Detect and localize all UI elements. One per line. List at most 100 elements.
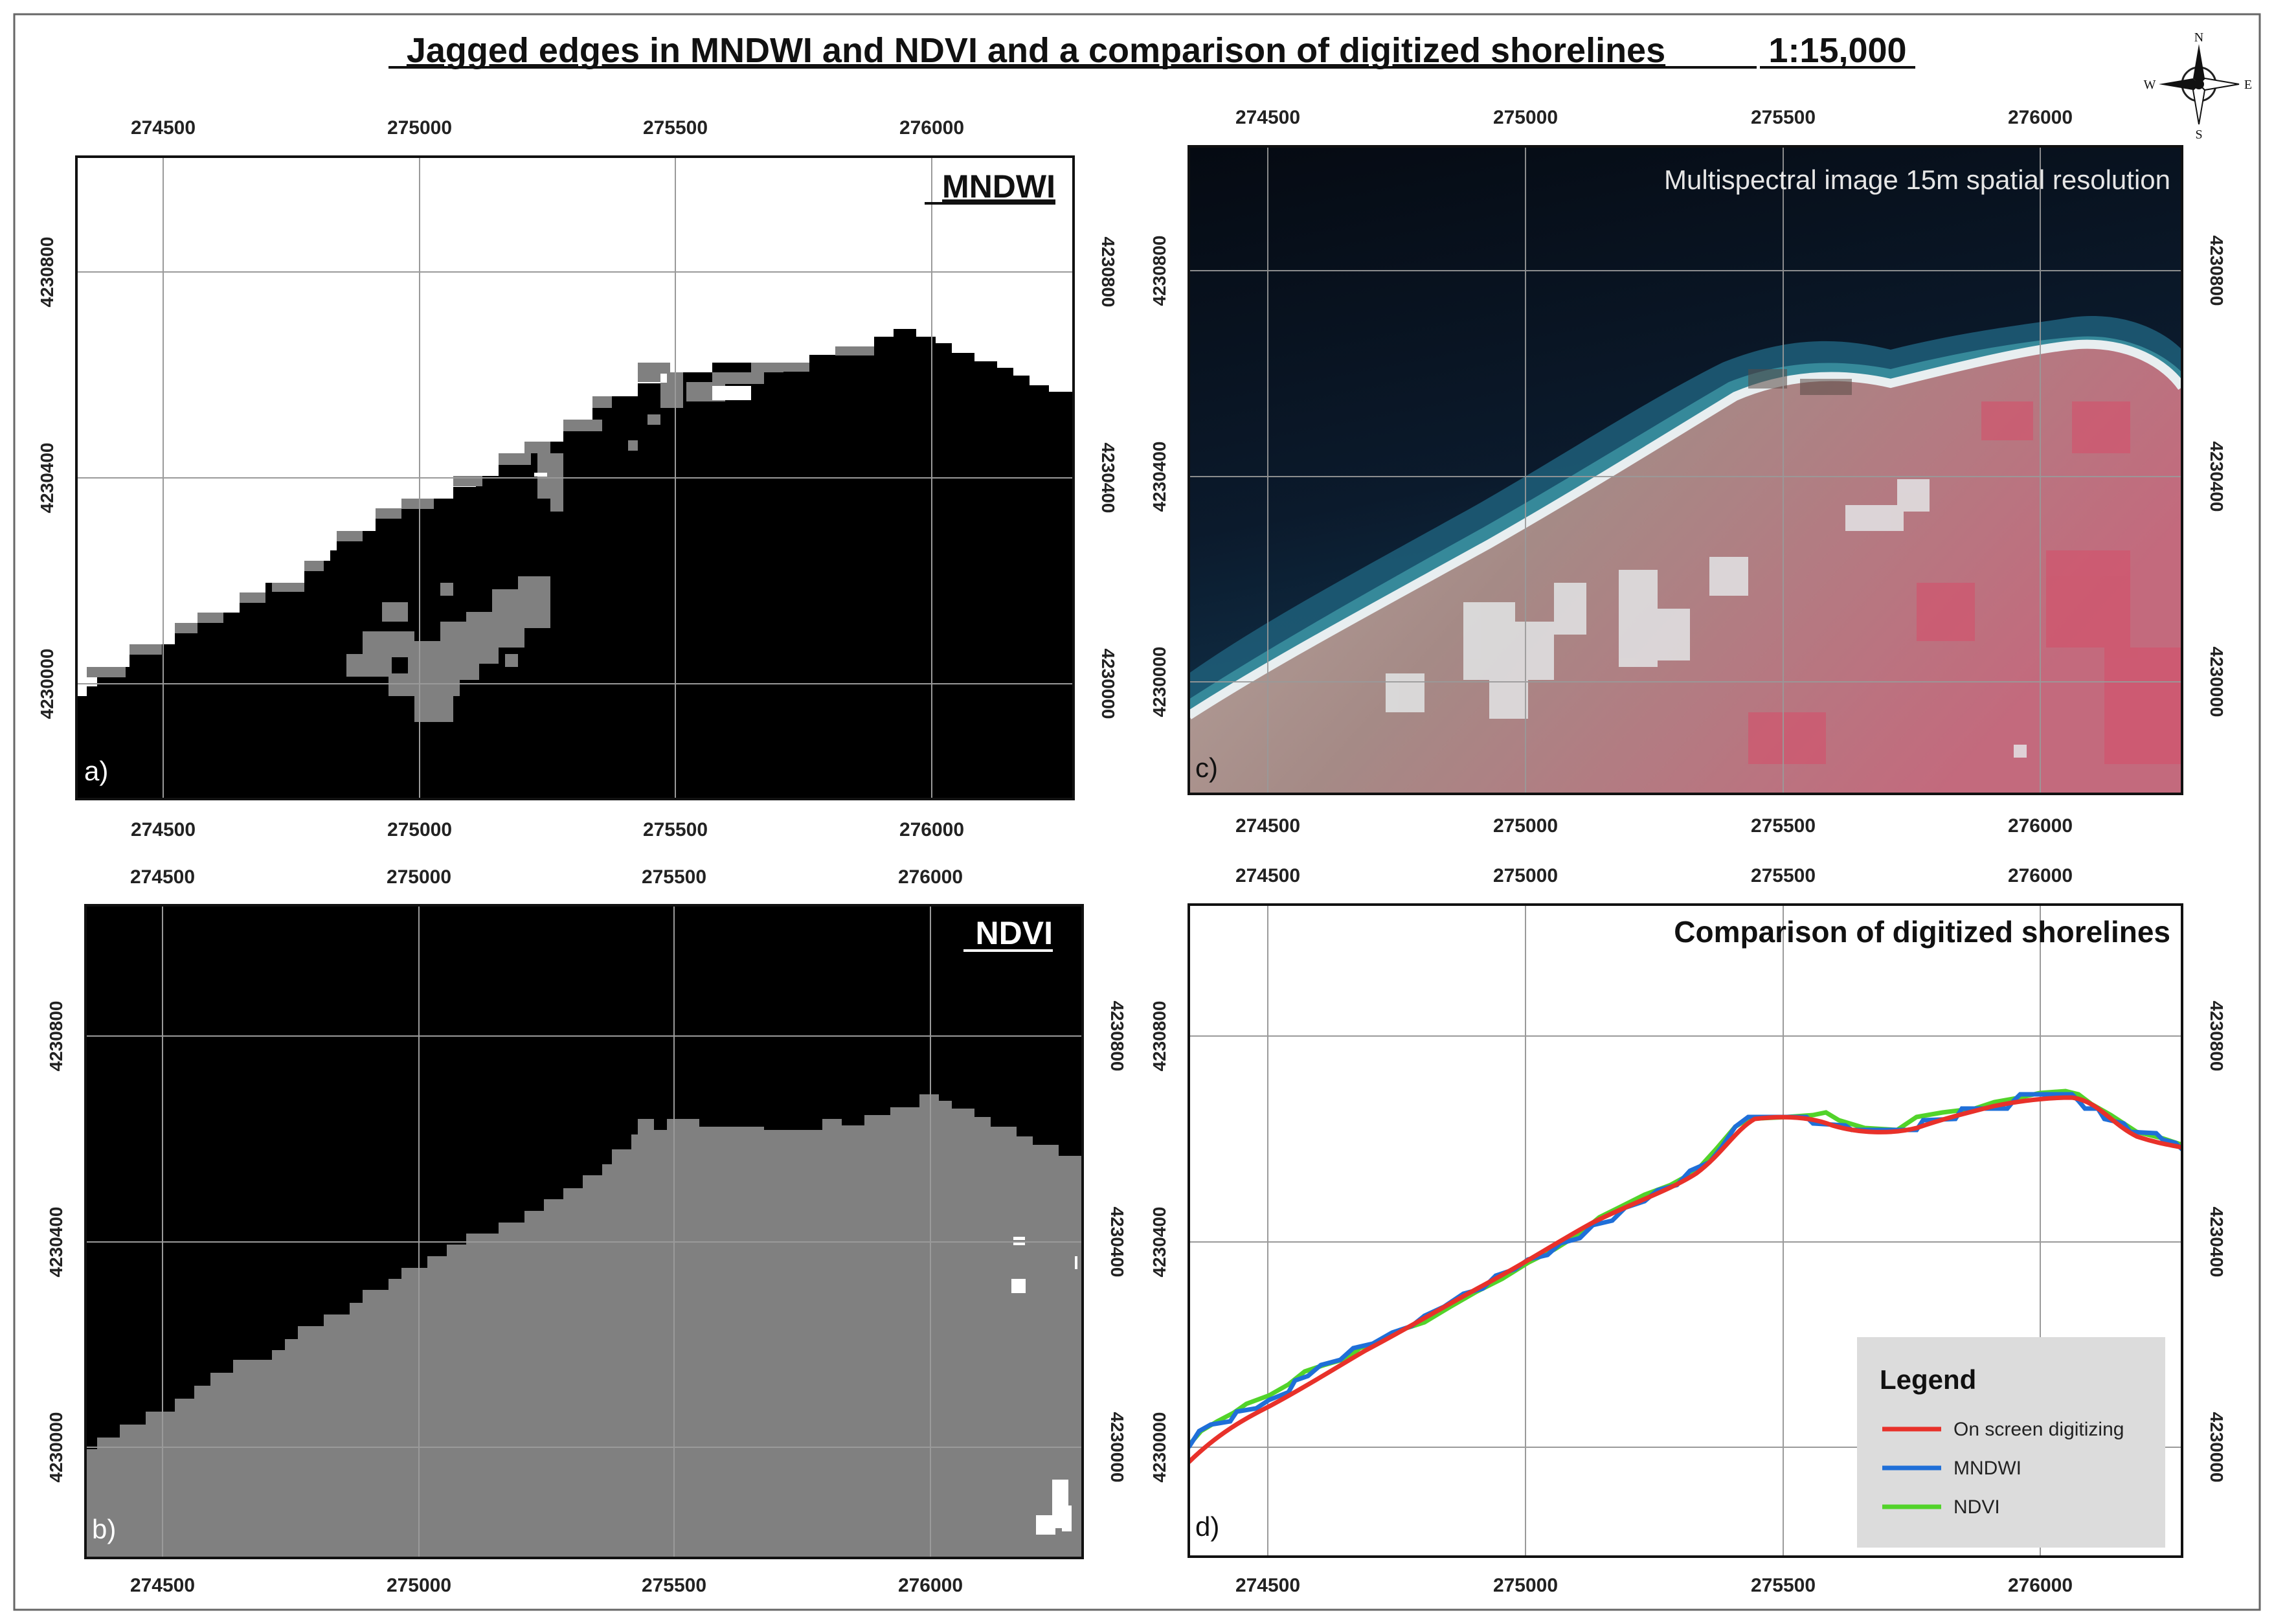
panel-a-mndwi: MNDWI a) 274500 275000 275500 276000 27450… [37, 117, 1118, 840]
legend-label-mndwi: MNDWI [1953, 1458, 2021, 1479]
svg-text:4230000: 4230000 [2207, 646, 2227, 717]
svg-text:275000: 275000 [1493, 865, 1558, 886]
svg-text:274500: 274500 [1235, 1575, 1300, 1596]
svg-text:275000: 275000 [387, 819, 452, 840]
panel-b-x-ticks-top: 274500 275000 275500 276000 [130, 866, 963, 888]
svg-text:4230800: 4230800 [2207, 235, 2227, 306]
svg-text:4230400: 4230400 [2207, 441, 2227, 512]
panel-d-label: d) [1195, 1511, 1219, 1542]
svg-text:4230800: 4230800 [2207, 1000, 2227, 1071]
svg-text:4230000: 4230000 [2207, 1412, 2227, 1482]
onscreen-shoreline [1189, 1095, 2182, 1464]
svg-text:275000: 275000 [387, 117, 452, 139]
panel-d-frame [1188, 903, 2183, 1558]
svg-text:4230400: 4230400 [1149, 1206, 1169, 1277]
svg-text:4230800: 4230800 [1107, 1000, 1127, 1071]
svg-text:4230400: 4230400 [37, 442, 57, 513]
panel-a-grid [76, 157, 1074, 799]
panel-d-comparison: Comparison of digitized shorelines d) Le… [1149, 865, 2227, 1596]
west-letter: W [2144, 78, 2156, 92]
svg-text:4230800: 4230800 [1149, 235, 1169, 306]
legend-item-onscreen: On screen digitizing [1882, 1419, 2124, 1440]
svg-text:4230400: 4230400 [1149, 441, 1169, 512]
panel-a-label: a) [84, 756, 108, 786]
svg-text:4230000: 4230000 [46, 1412, 66, 1482]
beach-line [1189, 339, 2182, 719]
svg-text:4230800: 4230800 [37, 236, 57, 307]
east-letter: E [2244, 78, 2252, 92]
bright-land-patches [1386, 479, 2027, 758]
svg-text:276000: 276000 [898, 1575, 963, 1596]
svg-text:275500: 275500 [1751, 865, 1816, 886]
svg-text:275000: 275000 [1493, 1575, 1558, 1596]
svg-text:275500: 275500 [643, 819, 708, 840]
svg-text:275000: 275000 [1493, 107, 1558, 128]
svg-text:4230400: 4230400 [46, 1206, 66, 1277]
south-letter: S [2195, 128, 2202, 142]
legend: Legend On screen digitizing MNDWI NDVI [1857, 1337, 2165, 1548]
panel-b-grid [85, 905, 1083, 1558]
panel-b-y-ticks-left: 4230800 4230400 4230000 [46, 1000, 66, 1482]
svg-text:4230800: 4230800 [1098, 236, 1118, 307]
svg-text:4230800: 4230800 [46, 1000, 66, 1071]
svg-text:4230400: 4230400 [1098, 442, 1118, 513]
svg-text:276000: 276000 [2008, 865, 2073, 886]
svg-text:4230000: 4230000 [1098, 648, 1118, 719]
mndwi-white-pixels [181, 374, 751, 618]
svg-text:275000: 275000 [387, 866, 451, 888]
svg-text:274500: 274500 [131, 819, 196, 840]
svg-text:274500: 274500 [1235, 107, 1300, 128]
mndwi-land-mass [76, 329, 1074, 799]
panel-b-x-ticks-bottom: 274500 275000 275500 276000 [130, 1575, 963, 1596]
panel-a-frame [75, 155, 1075, 800]
panel-d-y-ticks-left: 4230800 4230400 4230000 [1149, 1000, 1169, 1482]
svg-text:4230000: 4230000 [1107, 1412, 1127, 1482]
svg-text:4230400: 4230400 [1107, 1206, 1127, 1277]
panel-b-y-ticks-right: 4230800 4230400 4230000 [1107, 1000, 1127, 1482]
svg-text:275500: 275500 [642, 1575, 706, 1596]
red-vegetation-patches [1748, 401, 2182, 764]
svg-text:275000: 275000 [387, 1575, 451, 1596]
svg-text:276000: 276000 [899, 819, 964, 840]
svg-text:276000: 276000 [2008, 815, 2073, 837]
panel-b-label: b) [92, 1514, 116, 1544]
legend-item-mndwi: MNDWI [1882, 1458, 2021, 1479]
svg-text:275000: 275000 [1493, 815, 1558, 837]
north-letter: N [2194, 30, 2203, 45]
panel-c-label: c) [1195, 752, 1218, 783]
panel-a-x-ticks-bottom: 274500 275000 275500 276000 [131, 819, 964, 840]
svg-text:276000: 276000 [2008, 107, 2073, 128]
ndvi-land-mass [85, 1094, 1083, 1558]
panel-b-ndvi: NDVI b) 274500 275000 275500 276000 274500… [46, 866, 1127, 1596]
panel-d-x-ticks-top: 274500 275000 275500 276000 [1235, 865, 2073, 886]
panel-d-y-ticks-right: 4230800 4230400 4230000 [2207, 1000, 2227, 1482]
svg-text:274500: 274500 [130, 866, 195, 888]
panel-b-title: NDVI [976, 915, 1053, 951]
legend-item-ndvi: NDVI [1882, 1496, 2000, 1518]
panel-a-y-ticks-right: 4230800 4230400 4230000 [1098, 236, 1118, 719]
svg-text:276000: 276000 [898, 866, 963, 888]
legend-label-onscreen: On screen digitizing [1953, 1419, 2124, 1440]
north-arrow-icon: N S E W [2144, 30, 2253, 142]
dark-land-patches [1748, 369, 1852, 395]
panel-c-title: Multispectral image 15m spatial resoluti… [1664, 164, 2170, 195]
panel-c-frame [1188, 145, 2183, 795]
panel-b-frame [84, 904, 1084, 1559]
legend-label-ndvi: NDVI [1953, 1496, 2000, 1518]
svg-text:274500: 274500 [1235, 815, 1300, 837]
svg-text:4230000: 4230000 [1149, 646, 1169, 717]
map-border [13, 13, 2261, 1611]
panel-c-x-ticks-bottom: 274500 275000 275500 276000 [1235, 815, 2073, 837]
legend-title: Legend [1880, 1364, 1976, 1395]
panel-d-title: Comparison of digitized shorelines [1674, 915, 2170, 949]
ndvi-white-pixels [1011, 1237, 1077, 1535]
mndwi-gray-pixels [87, 346, 874, 722]
svg-text:275500: 275500 [643, 117, 708, 139]
svg-text:274500: 274500 [1235, 865, 1300, 886]
panel-c-x-ticks-top: 274500 275000 275500 276000 [1235, 107, 2073, 128]
map-title: Jagged edges in MNDWI and NDVI and a com… [407, 31, 1665, 70]
panel-c-grid [1189, 146, 2182, 794]
svg-text:276000: 276000 [899, 117, 964, 139]
panel-d-x-ticks-bottom: 274500 275000 275500 276000 [1235, 1575, 2073, 1596]
panel-c-y-ticks-left: 4230800 4230400 4230000 [1149, 235, 1169, 717]
